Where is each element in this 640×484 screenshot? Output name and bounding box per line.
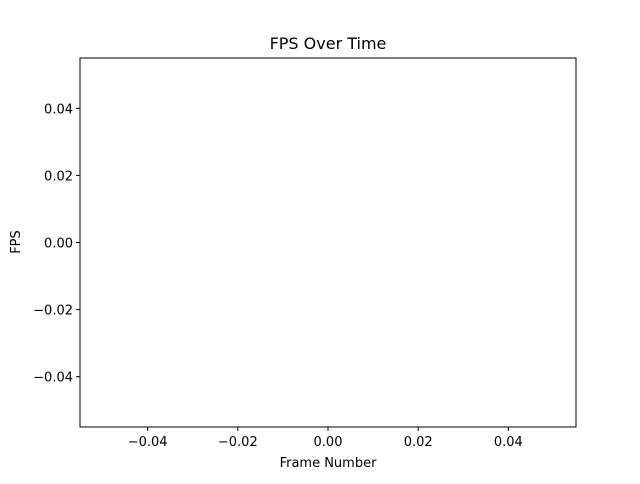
x-tick-label: 0.00 — [314, 435, 343, 450]
y-tick-label: 0.04 — [44, 102, 73, 117]
y-tick-label: 0.02 — [44, 169, 73, 184]
plot-area — [79, 57, 577, 428]
y-tick-label: −0.02 — [33, 304, 73, 319]
y-axis-label: FPS — [9, 230, 24, 254]
y-tick-label: 0.00 — [44, 237, 73, 252]
x-axis-label: Frame Number — [280, 456, 378, 471]
y-axis-ticks: −0.04 −0.02 0.00 0.02 0.04 — [33, 102, 80, 386]
x-tick-label: 0.04 — [494, 435, 523, 450]
x-axis-ticks: −0.04 −0.02 0.00 0.02 0.04 — [128, 427, 523, 450]
y-tick-label: −0.04 — [33, 371, 73, 386]
x-tick-label: 0.02 — [404, 435, 433, 450]
x-tick-label: −0.04 — [128, 435, 168, 450]
chart-title: FPS Over Time — [270, 34, 387, 53]
x-tick-label: −0.02 — [218, 435, 258, 450]
